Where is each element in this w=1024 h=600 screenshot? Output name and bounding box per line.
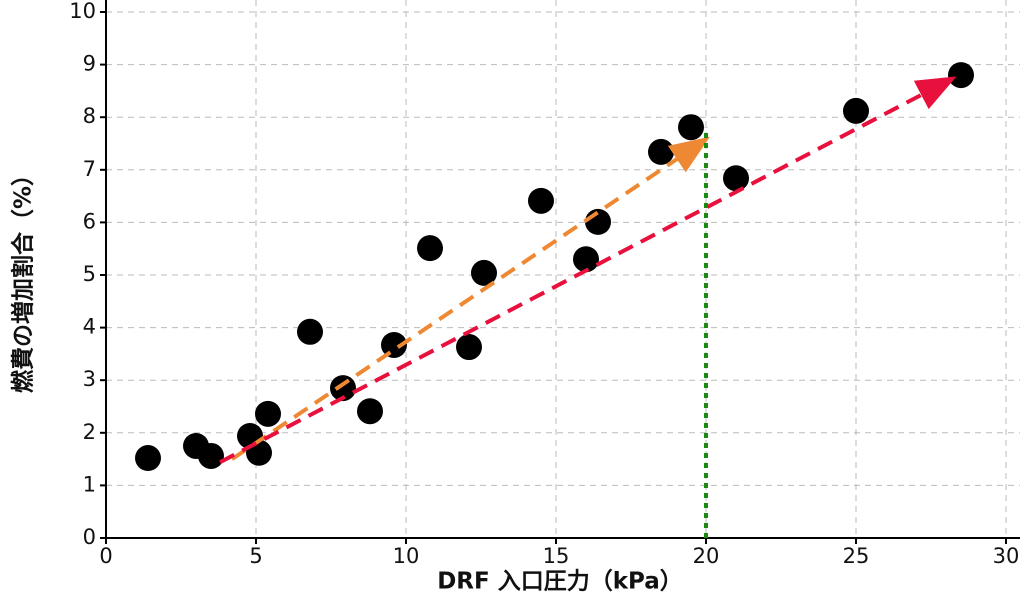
y-tick-label: 9	[83, 52, 96, 76]
y-tick-label: 4	[83, 315, 96, 339]
y-tick-label: 5	[83, 262, 96, 286]
x-tick-label: 20	[693, 544, 720, 568]
point	[648, 138, 674, 165]
point	[357, 398, 383, 425]
point	[135, 445, 161, 472]
point	[456, 334, 482, 361]
y-tick-label: 7	[83, 157, 96, 181]
x-tick-label: 30	[993, 544, 1020, 568]
point	[297, 318, 323, 345]
point	[678, 114, 704, 141]
point	[723, 165, 749, 192]
y-tick-label: 6	[83, 209, 96, 233]
point	[585, 208, 611, 235]
point	[246, 439, 272, 466]
y-tick-label: 1	[83, 472, 96, 496]
point	[948, 62, 974, 89]
point	[573, 246, 599, 273]
y-axis-title: 燃費の増加割合（%）	[10, 163, 37, 393]
point	[471, 259, 497, 286]
x-tick-label: 10	[393, 544, 420, 568]
point	[843, 97, 869, 124]
x-axis-title: DRF 入口圧力（kPa）	[437, 568, 683, 595]
y-tick-label: 10	[69, 0, 96, 23]
trend-arrow	[230, 136, 710, 461]
y-tick-label: 8	[83, 104, 96, 128]
point	[381, 331, 407, 358]
y-tick-label: 0	[83, 525, 96, 549]
x-tick-label: 25	[843, 544, 870, 568]
point	[255, 400, 281, 427]
point	[417, 235, 443, 262]
x-tick-label: 5	[249, 544, 262, 568]
trend-arrow	[219, 76, 957, 465]
point	[528, 187, 554, 214]
x-tick-label: 15	[543, 544, 570, 568]
point	[198, 442, 224, 469]
y-tick-label: 2	[83, 420, 96, 444]
y-tick-label: 3	[83, 367, 96, 391]
x-tick-label: 0	[99, 544, 112, 568]
